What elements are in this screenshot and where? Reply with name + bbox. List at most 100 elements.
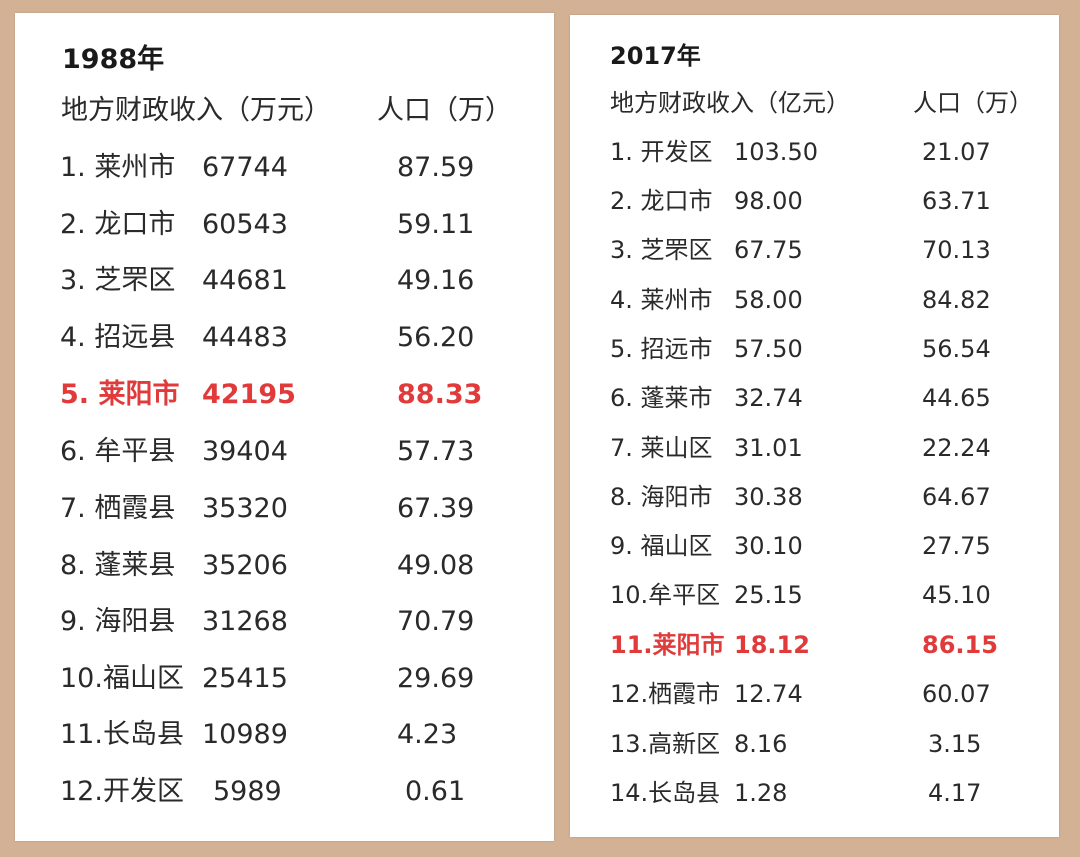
row-revenue: 44681 — [202, 265, 288, 296]
row-population: 88.33 — [397, 379, 483, 410]
row-population: 56.54 — [922, 335, 991, 363]
table-header-1988: 地方财政收入（万元） 人口（万） — [15, 93, 554, 129]
table-title-2017: 2017年 — [610, 42, 701, 70]
row-name: 4. 莱州市 — [610, 286, 713, 314]
row-revenue: 35320 — [202, 493, 288, 524]
table-row: 4. 招远县 44483 56.20 — [15, 320, 554, 356]
row-population: 4.17 — [928, 779, 982, 807]
row-name: 9. 福山区 — [610, 532, 713, 560]
table-row: 9. 海阳县 31268 70.79 — [15, 604, 554, 640]
row-revenue: 42195 — [202, 379, 296, 410]
row-revenue: 103.50 — [734, 138, 818, 166]
table-row: 6. 牟平县 39404 57.73 — [15, 434, 554, 470]
table-row: 2. 龙口市 60543 59.11 — [15, 207, 554, 243]
row-population: 45.10 — [922, 581, 991, 609]
row-revenue: 30.10 — [734, 532, 803, 560]
row-population: 27.75 — [922, 532, 991, 560]
row-name: 13.高新区 — [610, 730, 721, 758]
table-row: 1. 开发区 103.50 21.07 — [570, 136, 1059, 172]
row-name: 6. 蓬莱市 — [610, 384, 713, 412]
row-name: 6. 牟平县 — [60, 436, 176, 467]
row-revenue: 35206 — [202, 550, 288, 581]
row-name: 10.牟平区 — [610, 581, 721, 609]
row-name: 2. 龙口市 — [60, 209, 176, 240]
row-population: 22.24 — [922, 434, 991, 462]
table-header-2017: 地方财政收入（亿元） 人口（万） — [570, 87, 1059, 123]
row-revenue: 12.74 — [734, 680, 803, 708]
row-population: 87.59 — [397, 152, 475, 183]
row-revenue: 58.00 — [734, 286, 803, 314]
row-population: 29.69 — [397, 663, 475, 694]
row-name: 7. 莱山区 — [610, 434, 713, 462]
table-row-highlighted: 11.莱阳市 18.12 86.15 — [570, 629, 1059, 665]
row-name: 8. 蓬莱县 — [60, 550, 176, 581]
row-revenue: 32.74 — [734, 384, 803, 412]
row-revenue: 67.75 — [734, 236, 803, 264]
row-population: 49.16 — [397, 265, 475, 296]
row-population: 70.13 — [922, 236, 991, 264]
row-revenue: 60543 — [202, 209, 288, 240]
table-row: 12.开发区 5989 0.61 — [15, 774, 554, 810]
row-revenue: 25.15 — [734, 581, 803, 609]
row-name: 7. 栖霞县 — [60, 493, 176, 524]
row-revenue: 44483 — [202, 322, 288, 353]
row-name: 5. 莱阳市 — [60, 379, 180, 410]
header-revenue-label: 地方财政收入（亿元） — [610, 89, 850, 117]
table-row: 4. 莱州市 58.00 84.82 — [570, 284, 1059, 320]
row-revenue: 39404 — [202, 436, 288, 467]
table-row: 10.福山区 25415 29.69 — [15, 661, 554, 697]
table-row: 14.长岛县 1.28 4.17 — [570, 777, 1059, 813]
row-name: 3. 芝罘区 — [60, 265, 176, 296]
row-population: 70.79 — [397, 606, 475, 637]
table-row: 7. 栖霞县 35320 67.39 — [15, 491, 554, 527]
table-row: 10.牟平区 25.15 45.10 — [570, 579, 1059, 615]
row-name: 12.开发区 — [60, 776, 184, 807]
row-name: 14.长岛县 — [610, 779, 721, 807]
row-name: 12.栖霞市 — [610, 680, 721, 708]
row-revenue: 30.38 — [734, 483, 803, 511]
row-name: 1. 开发区 — [610, 138, 713, 166]
row-population: 44.65 — [922, 384, 991, 412]
row-population: 64.67 — [922, 483, 991, 511]
row-name: 11.莱阳市 — [610, 631, 725, 659]
row-population: 56.20 — [397, 322, 475, 353]
row-name: 8. 海阳市 — [610, 483, 713, 511]
table-row: 5. 招远市 57.50 56.54 — [570, 333, 1059, 369]
row-name: 3. 芝罘区 — [610, 236, 713, 264]
row-name: 11.长岛县 — [60, 719, 184, 750]
table-row: 12.栖霞市 12.74 60.07 — [570, 678, 1059, 714]
table-title-1988: 1988年 — [62, 44, 165, 75]
row-revenue: 18.12 — [734, 631, 810, 659]
table-row: 13.高新区 8.16 3.15 — [570, 728, 1059, 764]
header-population-label: 人口（万） — [377, 95, 512, 126]
row-revenue: 25415 — [202, 663, 288, 694]
table-row-highlighted: 5. 莱阳市 42195 88.33 — [15, 377, 554, 413]
table-row: 8. 海阳市 30.38 64.67 — [570, 481, 1059, 517]
table-row: 3. 芝罘区 67.75 70.13 — [570, 234, 1059, 270]
row-name: 10.福山区 — [60, 663, 184, 694]
row-population: 67.39 — [397, 493, 475, 524]
header-population-label: 人口（万） — [913, 89, 1033, 117]
table-row: 8. 蓬莱县 35206 49.08 — [15, 548, 554, 584]
table-card-1988: 1988年 地方财政收入（万元） 人口（万） 1. 莱州市 67744 87.5… — [15, 13, 554, 841]
row-revenue: 10989 — [202, 719, 288, 750]
row-revenue: 31268 — [202, 606, 288, 637]
table-row: 3. 芝罘区 44681 49.16 — [15, 263, 554, 299]
row-population: 49.08 — [397, 550, 475, 581]
table-row: 2. 龙口市 98.00 63.71 — [570, 185, 1059, 221]
row-population: 0.61 — [405, 776, 466, 807]
row-name: 4. 招远县 — [60, 322, 176, 353]
row-population: 63.71 — [922, 187, 991, 215]
row-revenue: 1.28 — [734, 779, 788, 807]
row-population: 59.11 — [397, 209, 475, 240]
table-row: 9. 福山区 30.10 27.75 — [570, 530, 1059, 566]
row-population: 84.82 — [922, 286, 991, 314]
row-revenue: 5989 — [213, 776, 282, 807]
row-revenue: 98.00 — [734, 187, 803, 215]
row-population: 4.23 — [397, 719, 458, 750]
table-row: 7. 莱山区 31.01 22.24 — [570, 432, 1059, 468]
table-card-2017: 2017年 地方财政收入（亿元） 人口（万） 1. 开发区 103.50 21.… — [570, 15, 1059, 837]
row-name: 9. 海阳县 — [60, 606, 176, 637]
row-population: 86.15 — [922, 631, 998, 659]
row-population: 21.07 — [922, 138, 991, 166]
